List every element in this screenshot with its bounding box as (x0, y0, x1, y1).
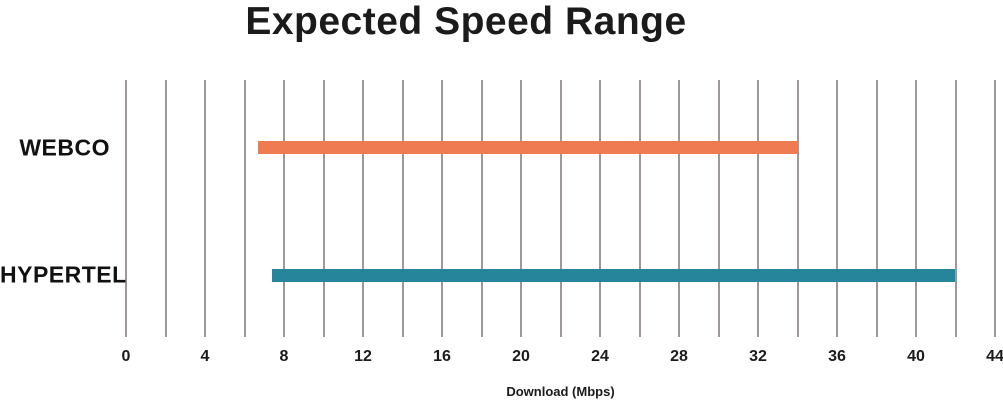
x-tick-label: 28 (670, 348, 688, 365)
x-tick-label: 20 (512, 348, 530, 365)
gridline (638, 80, 641, 337)
gridline (480, 80, 483, 337)
x-tick-label: 44 (986, 348, 1003, 365)
gridline (520, 80, 522, 337)
gridline (836, 80, 838, 337)
gridline (599, 80, 601, 337)
gridline (243, 80, 246, 337)
x-tick-label: 16 (433, 348, 451, 365)
range-bar-webco (258, 141, 798, 154)
category-label-webco: WEBCO (19, 134, 110, 160)
x-tick-label: 32 (749, 348, 767, 365)
gridline (678, 80, 680, 337)
gridline (796, 80, 799, 337)
chart-title: Expected Speed Range (245, 0, 687, 43)
gridline (362, 80, 364, 337)
gridline (164, 80, 167, 337)
gridline (915, 80, 917, 337)
gridline (204, 80, 206, 337)
gridline (994, 80, 996, 337)
x-tick-label: 36 (828, 348, 846, 365)
x-tick-label: 0 (121, 348, 131, 365)
category-label-hypertel: HYPERTEL (0, 261, 127, 288)
x-axis-label: Download (Mbps) (506, 384, 615, 399)
x-tick-label: 12 (354, 348, 372, 365)
gridline (875, 80, 878, 337)
gridline (717, 80, 720, 337)
x-tick-label: 8 (279, 348, 289, 365)
x-tick-label: 4 (200, 348, 210, 365)
range-bar-hypertel (272, 268, 956, 282)
gridline (401, 80, 404, 337)
x-tick-label: 24 (591, 348, 609, 365)
gridline (322, 80, 325, 337)
x-tick-label: 40 (907, 348, 925, 365)
gridline (757, 80, 759, 337)
gridline (125, 80, 127, 337)
gridline (559, 80, 562, 337)
gridline (441, 80, 443, 337)
gridline (954, 80, 957, 337)
gridline (283, 80, 285, 337)
